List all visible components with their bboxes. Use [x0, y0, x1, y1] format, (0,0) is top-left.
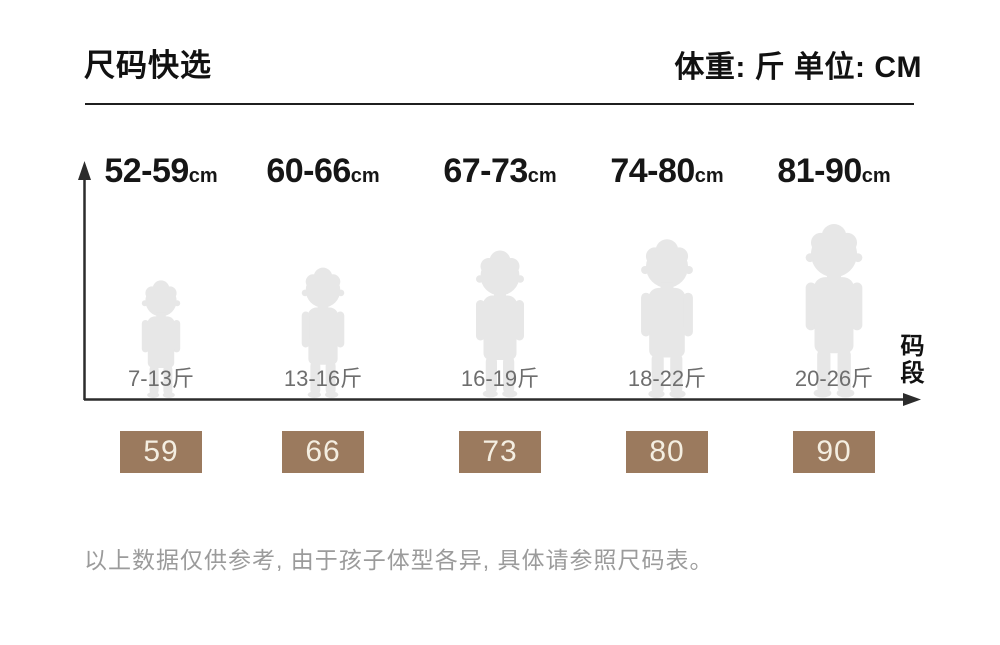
height-range-unit: cm	[861, 165, 891, 187]
page-title: 尺码快选	[84, 48, 212, 83]
unit-note: 体重: 斤 单位: CM	[674, 51, 922, 84]
height-range-value: 74-80	[610, 152, 695, 190]
size-column: 81-90cm 20-26斤 90	[759, 152, 909, 485]
size-badge[interactable]: 80	[626, 431, 708, 473]
y-axis-arrow-icon	[78, 161, 91, 180]
height-range-label: 52-59cm	[86, 152, 236, 191]
height-range-label: 81-90cm	[759, 152, 909, 191]
height-range-value: 67-73	[443, 152, 528, 190]
height-range-unit: cm	[188, 165, 218, 187]
size-badge[interactable]: 59	[120, 431, 202, 473]
weight-range-label: 16-19斤	[460, 366, 540, 391]
height-range-value: 60-66	[266, 152, 351, 190]
size-column: 74-80cm 18-22斤 80	[592, 152, 742, 485]
height-range-label: 74-80cm	[592, 152, 742, 191]
size-badge[interactable]: 73	[459, 431, 541, 473]
disclaimer: 以上数据仅供参考, 由于孩子体型各异, 具体请参照尺码表。	[84, 547, 714, 573]
size-badge[interactable]: 90	[793, 431, 875, 473]
height-range-unit: cm	[527, 165, 557, 187]
height-range-value: 81-90	[777, 152, 862, 190]
height-range-unit: cm	[350, 165, 380, 187]
x-axis-label: 码段	[896, 333, 923, 387]
size-column: 60-66cm 13-16斤 66	[248, 152, 398, 485]
weight-range-label: 18-22斤	[627, 366, 707, 391]
height-range-unit: cm	[694, 165, 724, 187]
size-column: 52-59cm 7-13斤 59	[86, 152, 236, 485]
weight-range-label: 13-16斤	[283, 366, 363, 391]
weight-range-label: 20-26斤	[794, 366, 874, 391]
size-badge[interactable]: 66	[282, 431, 364, 473]
height-range-value: 52-59	[104, 152, 189, 190]
header-divider	[85, 103, 914, 105]
height-range-label: 67-73cm	[425, 152, 575, 191]
size-column: 67-73cm 16-19斤 73	[425, 152, 575, 485]
height-range-label: 60-66cm	[248, 152, 398, 191]
x-axis-arrow-icon	[903, 393, 921, 406]
weight-range-label: 7-13斤	[127, 366, 195, 391]
